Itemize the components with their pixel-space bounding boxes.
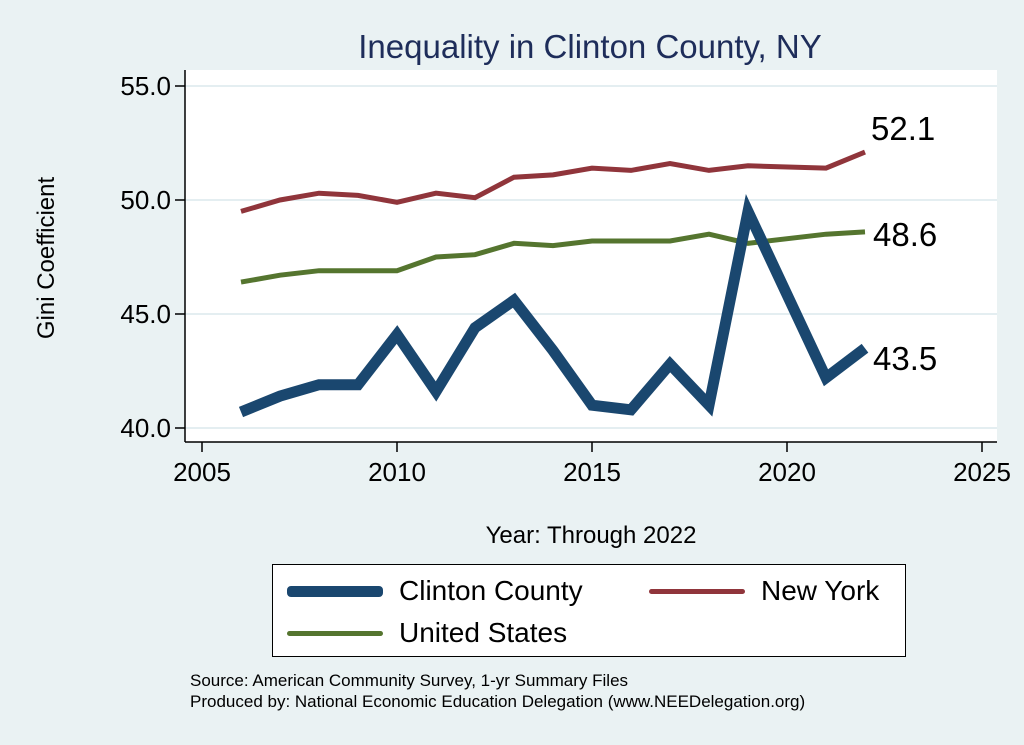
legend-label-clinton-county: Clinton County xyxy=(399,575,583,606)
legend-item-united-states: United States xyxy=(287,617,567,649)
series-line-clinton-county xyxy=(238,193,869,418)
axis-layer: 40.0 45.0 50.0 55.0 2005 2010 2015 2020 2025 xyxy=(120,70,1011,487)
legend-label-new-york: New York xyxy=(761,575,880,606)
chart-svg: Inequality in Clinton County, NY 40.0 45.… xyxy=(33,28,1011,549)
label-layer: 43.5 52.1 48.6 xyxy=(871,110,937,377)
legend: Clinton County New York United States xyxy=(272,564,906,657)
y-axis-title: Gini Coefficient xyxy=(33,177,60,340)
end-label-clinton-county: 43.5 xyxy=(873,340,937,377)
chart-title: Inequality in Clinton County, NY xyxy=(358,28,821,65)
x-tick-label-2020: 2020 xyxy=(758,457,816,487)
legend-swatch-clinton-county xyxy=(287,585,383,597)
x-tick-label-2025: 2025 xyxy=(953,457,1011,487)
series-line-united-states xyxy=(240,229,866,285)
legend-item-clinton-county: Clinton County xyxy=(287,575,583,607)
producer-line: Produced by: National Economic Education… xyxy=(190,692,806,711)
end-label-new-york: 52.1 xyxy=(871,110,935,147)
x-tick-label-2015: 2015 xyxy=(563,457,621,487)
series-line-new-york xyxy=(240,149,866,214)
end-label-united-states: 48.6 xyxy=(873,216,937,253)
y-tick-label-40.0: 40.0 xyxy=(120,413,171,443)
source-line: Source: American Community Survey, 1-yr … xyxy=(190,671,629,690)
grid-layer xyxy=(185,85,997,429)
y-tick-label-50.0: 50.0 xyxy=(120,185,171,215)
y-tick-label-45.0: 45.0 xyxy=(120,299,171,329)
x-axis-title: Year: Through 2022 xyxy=(486,522,697,549)
legend-item-new-york: New York xyxy=(649,575,879,607)
legend-swatch-new-york xyxy=(649,588,745,594)
legend-swatch-united-states xyxy=(287,630,383,636)
source-note: Source: American Community Survey, 1-yr … xyxy=(190,670,805,712)
x-tick-label-2005: 2005 xyxy=(173,457,231,487)
x-tick-label-2010: 2010 xyxy=(368,457,426,487)
y-tick-label-55.0: 55.0 xyxy=(120,71,171,101)
legend-label-united-states: United States xyxy=(399,617,568,648)
series-layer xyxy=(238,149,869,418)
